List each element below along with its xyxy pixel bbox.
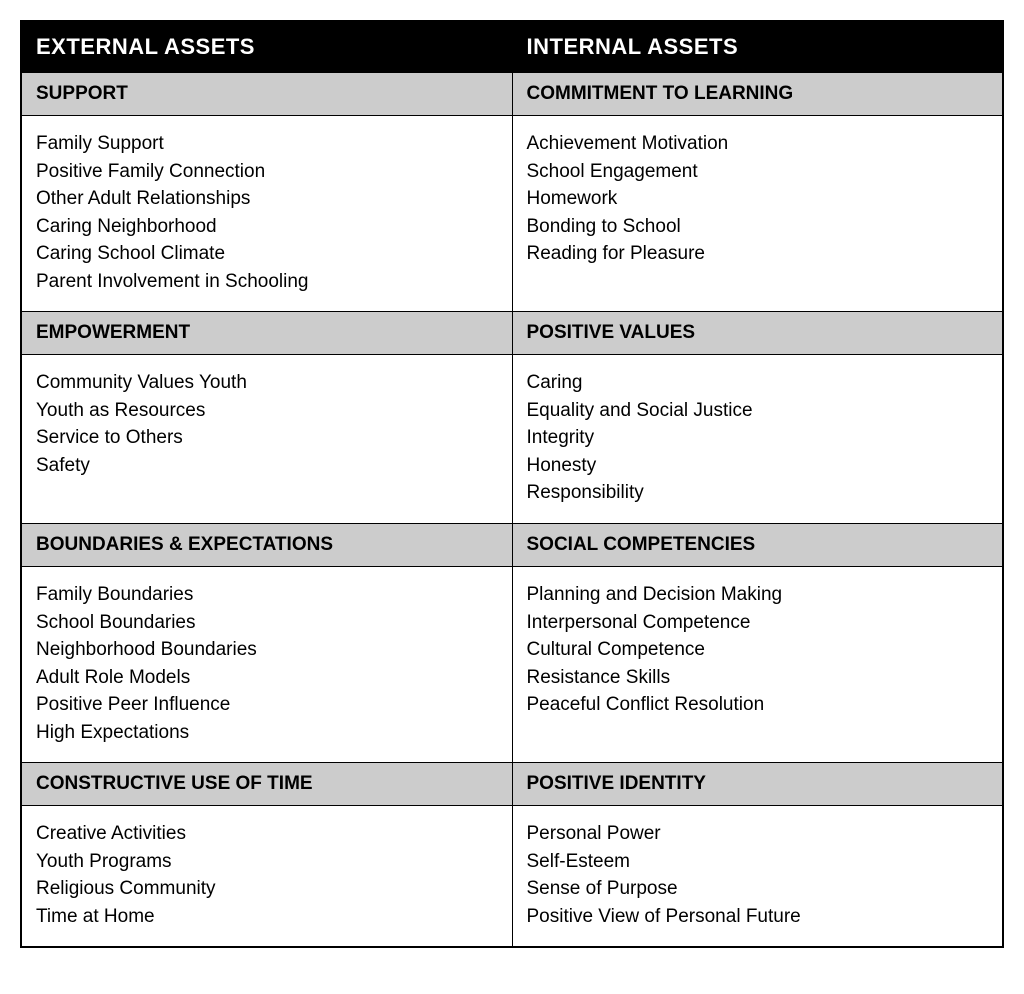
list-item: Parent Involvement in Schooling <box>36 268 498 296</box>
internal-assets-header: INTERNAL ASSETS <box>512 21 1003 73</box>
external-assets-header: EXTERNAL ASSETS <box>21 21 512 73</box>
list-item: Time at Home <box>36 903 498 931</box>
list-item: Cultural Competence <box>527 636 989 664</box>
section-items-right: Achievement MotivationSchool EngagementH… <box>512 116 1003 312</box>
list-item: High Expectations <box>36 719 498 747</box>
section-items-left: Family SupportPositive Family Connection… <box>21 116 512 312</box>
section-header-right: SOCIAL COMPETENCIES <box>512 524 1003 567</box>
list-item: Positive View of Personal Future <box>527 903 989 931</box>
list-item: Caring <box>527 369 989 397</box>
list-item: Integrity <box>527 424 989 452</box>
list-item: School Engagement <box>527 158 989 186</box>
section-items-left: Family BoundariesSchool BoundariesNeighb… <box>21 567 512 763</box>
section-items-row: Family BoundariesSchool BoundariesNeighb… <box>21 567 1003 763</box>
list-item: Honesty <box>527 452 989 480</box>
section-items-row: Community Values YouthYouth as Resources… <box>21 355 1003 524</box>
list-item: Adult Role Models <box>36 664 498 692</box>
section-items-right: CaringEquality and Social JusticeIntegri… <box>512 355 1003 524</box>
list-item: Service to Others <box>36 424 498 452</box>
list-item: Other Adult Relationships <box>36 185 498 213</box>
section-items-right: Personal PowerSelf-EsteemSense of Purpos… <box>512 806 1003 948</box>
list-item: Equality and Social Justice <box>527 397 989 425</box>
section-items-left: Community Values YouthYouth as Resources… <box>21 355 512 524</box>
list-item: Achievement Motivation <box>527 130 989 158</box>
section-header-right: COMMITMENT TO LEARNING <box>512 73 1003 116</box>
section-header-right: POSITIVE IDENTITY <box>512 763 1003 806</box>
section-header-left: EMPOWERMENT <box>21 312 512 355</box>
list-item: Sense of Purpose <box>527 875 989 903</box>
sub-header-row: SUPPORTCOMMITMENT TO LEARNING <box>21 73 1003 116</box>
list-item: Positive Peer Influence <box>36 691 498 719</box>
list-item: Homework <box>527 185 989 213</box>
list-item: Neighborhood Boundaries <box>36 636 498 664</box>
section-items-row: Family SupportPositive Family Connection… <box>21 116 1003 312</box>
section-items-right: Planning and Decision MakingInterpersona… <box>512 567 1003 763</box>
list-item: Creative Activities <box>36 820 498 848</box>
main-header-row: EXTERNAL ASSETS INTERNAL ASSETS <box>21 21 1003 73</box>
list-item: Peaceful Conflict Resolution <box>527 691 989 719</box>
list-item: School Boundaries <box>36 609 498 637</box>
list-item: Community Values Youth <box>36 369 498 397</box>
list-item: Family Boundaries <box>36 581 498 609</box>
list-item: Planning and Decision Making <box>527 581 989 609</box>
section-header-left: SUPPORT <box>21 73 512 116</box>
list-item: Interpersonal Competence <box>527 609 989 637</box>
list-item: Positive Family Connection <box>36 158 498 186</box>
list-item: Youth Programs <box>36 848 498 876</box>
list-item: Reading for Pleasure <box>527 240 989 268</box>
section-items-row: Creative ActivitiesYouth ProgramsReligio… <box>21 806 1003 948</box>
sub-header-row: EMPOWERMENTPOSITIVE VALUES <box>21 312 1003 355</box>
section-header-right: POSITIVE VALUES <box>512 312 1003 355</box>
list-item: Self-Esteem <box>527 848 989 876</box>
list-item: Caring Neighborhood <box>36 213 498 241</box>
list-item: Resistance Skills <box>527 664 989 692</box>
list-item: Personal Power <box>527 820 989 848</box>
sub-header-row: CONSTRUCTIVE USE OF TIMEPOSITIVE IDENTIT… <box>21 763 1003 806</box>
assets-table: EXTERNAL ASSETS INTERNAL ASSETS SUPPORTC… <box>20 20 1004 948</box>
section-header-left: BOUNDARIES & EXPECTATIONS <box>21 524 512 567</box>
sub-header-row: BOUNDARIES & EXPECTATIONSSOCIAL COMPETEN… <box>21 524 1003 567</box>
list-item: Bonding to School <box>527 213 989 241</box>
list-item: Caring School Climate <box>36 240 498 268</box>
section-items-left: Creative ActivitiesYouth ProgramsReligio… <box>21 806 512 948</box>
list-item: Safety <box>36 452 498 480</box>
list-item: Religious Community <box>36 875 498 903</box>
list-item: Family Support <box>36 130 498 158</box>
list-item: Youth as Resources <box>36 397 498 425</box>
list-item: Responsibility <box>527 479 989 507</box>
section-header-left: CONSTRUCTIVE USE OF TIME <box>21 763 512 806</box>
